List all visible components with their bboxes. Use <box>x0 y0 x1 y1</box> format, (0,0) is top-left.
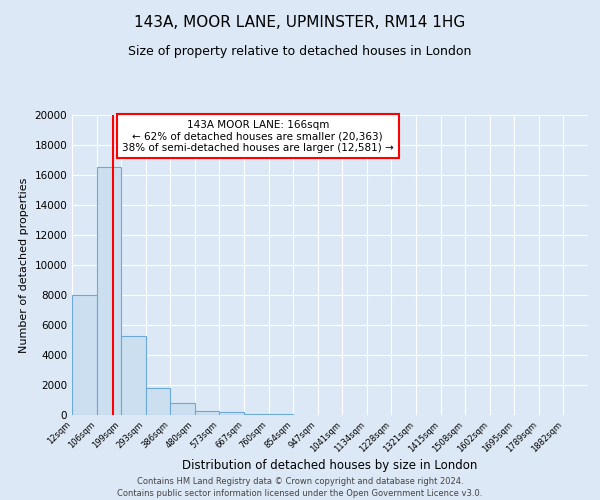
Text: Contains HM Land Registry data © Crown copyright and database right 2024.: Contains HM Land Registry data © Crown c… <box>137 478 463 486</box>
Bar <box>97 168 121 415</box>
Bar <box>195 410 220 415</box>
Text: 143A MOOR LANE: 166sqm
← 62% of detached houses are smaller (20,363)
38% of semi: 143A MOOR LANE: 166sqm ← 62% of detached… <box>122 120 394 152</box>
Bar <box>220 412 244 415</box>
Bar <box>121 336 146 415</box>
Text: 143A, MOOR LANE, UPMINSTER, RM14 1HG: 143A, MOOR LANE, UPMINSTER, RM14 1HG <box>134 15 466 30</box>
X-axis label: Distribution of detached houses by size in London: Distribution of detached houses by size … <box>182 460 478 472</box>
Bar <box>170 403 195 415</box>
Bar <box>72 295 97 415</box>
Text: Size of property relative to detached houses in London: Size of property relative to detached ho… <box>128 45 472 58</box>
Bar <box>244 414 269 415</box>
Y-axis label: Number of detached properties: Number of detached properties <box>19 178 29 352</box>
Text: Contains public sector information licensed under the Open Government Licence v3: Contains public sector information licen… <box>118 489 482 498</box>
Bar <box>146 388 170 415</box>
Bar <box>269 414 293 415</box>
